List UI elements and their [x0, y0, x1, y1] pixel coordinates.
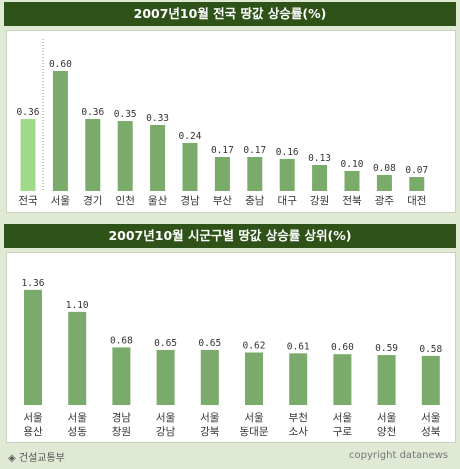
chart2-bar-8: [377, 355, 396, 405]
chart1-bar-3: [117, 121, 133, 191]
chart1-bar-1: [52, 71, 68, 191]
chart1-category-label-7: 충남: [245, 195, 265, 207]
chart1-bar-2: [85, 119, 101, 191]
chart2-category-label-9-1: 성북: [421, 426, 441, 438]
chart1-bar-9: [312, 165, 328, 191]
chart1-category-label-8: 대구: [278, 195, 298, 207]
chart2-category-label-4-1: 강북: [200, 426, 220, 438]
chart1-category-label-5: 경남: [180, 194, 200, 207]
chart1-bar-7: [247, 157, 263, 191]
chart2-category-label-8-1: 양천: [377, 426, 396, 438]
chart2-category-label-3-0: 서울: [156, 412, 176, 424]
chart1-value-label-7: 0.17: [243, 145, 266, 156]
chart2-value-label-6: 0.61: [287, 341, 310, 352]
chart2-category-label-0-0: 서울: [23, 412, 43, 424]
chart2-category-label-7-1: 구로: [333, 426, 353, 438]
chart1-category-label-12: 대전: [407, 195, 426, 207]
chart1-category-label-6: 부산: [213, 195, 233, 207]
chart2-category-label-5-0: 서울: [244, 412, 264, 424]
chart2-bar-3: [156, 349, 175, 405]
chart2-category-label-2-0: 경남: [112, 411, 132, 424]
chart2-bar-5: [245, 352, 263, 405]
chart2-category-label-5-1: 동대문: [240, 426, 269, 438]
chart1-value-label-0: 0.36: [17, 107, 40, 118]
chart2-value-label-8: 0.59: [375, 343, 398, 354]
chart1-value-label-4: 0.33: [146, 113, 169, 124]
chart1-value-label-9: 0.13: [308, 153, 331, 164]
chart1-category-label-2: 경기: [83, 194, 102, 207]
chart1-value-label-5: 0.24: [179, 131, 202, 142]
chart2-bar-4: [200, 349, 219, 405]
chart1-category-label-10: 전북: [342, 195, 362, 207]
chart2-value-label-2: 0.68: [110, 335, 133, 346]
chart1-bar-8: [279, 159, 295, 191]
chart2-category-label-4-0: 서울: [200, 412, 220, 424]
chart1-bar-12: [409, 177, 425, 191]
chart1-panel: 0.36 전국 0.60 서울 0.36 경기 0.35 인천 0.33 울산 0.24 경남 0.17…: [6, 30, 456, 213]
chart2-category-label-7-0: 서울: [333, 412, 353, 424]
chart1-category-label-11: 광주: [375, 195, 395, 207]
chart1-title: 2007년10월 전국 땅값 상승률(%): [4, 2, 456, 26]
source-note: ◈ 건설교통부: [8, 453, 65, 464]
chart1-bar-11: [376, 175, 392, 191]
chart2-category-label-0-1: 용산: [23, 426, 43, 438]
chart2-category-label-1-1: 성동: [68, 426, 88, 438]
chart2-category-label-6-1: 소사: [289, 426, 309, 438]
chart2-category-label-8-0: 서울: [377, 412, 397, 424]
chart2-bar-0: [24, 289, 42, 405]
chart2-value-label-3: 0.65: [154, 338, 177, 349]
chart1-value-label-6: 0.17: [211, 145, 234, 156]
chart2-value-label-9: 0.58: [419, 344, 442, 355]
chart2-value-label-0: 1.36: [22, 278, 45, 289]
chart2-value-label-4: 0.65: [198, 338, 221, 349]
chart1-value-label-1: 0.60: [49, 59, 72, 70]
chart1-category-label-3: 인천: [116, 195, 135, 207]
chart2-value-label-7: 0.60: [331, 342, 354, 353]
chart1-bar-6: [214, 157, 230, 191]
chart2-value-label-5: 0.62: [243, 341, 266, 352]
chart1-bar-4: [150, 125, 166, 191]
chart1-bar-10: [344, 171, 360, 191]
chart2-category-label-1-0: 서울: [68, 412, 88, 424]
chart1-category-label-4: 울산: [148, 195, 168, 207]
chart2-value-label-1: 1.10: [66, 300, 89, 311]
chart2-bar-9: [421, 355, 440, 405]
chart2-bar-2: [112, 347, 131, 405]
chart1-value-label-11: 0.08: [373, 163, 396, 174]
chart1-value-label-3: 0.35: [114, 109, 137, 120]
chart2-bar-6: [289, 353, 308, 405]
chart2-category-label-2-1: 창원: [112, 426, 131, 438]
chart1-value-label-10: 0.10: [341, 159, 364, 170]
chart1-category-label-0: 전국: [18, 195, 38, 207]
chart2-bar-1: [68, 311, 87, 405]
chart1-plot: 0.36 전국 0.60 서울 0.36 경기 0.35 인천 0.33 울산 0.24 경남 0.17…: [17, 39, 428, 207]
chart2-category-label-6-0: 부천: [289, 412, 308, 424]
copyright-note: copyright datanews: [349, 450, 448, 461]
chart2-category-label-9-0: 서울: [421, 412, 441, 424]
chart1-value-label-12: 0.07: [405, 165, 428, 176]
chart1-value-label-8: 0.16: [276, 147, 299, 158]
chart1-category-label-9: 강원: [310, 195, 329, 207]
chart2-category-label-3-1: 강남: [156, 426, 176, 438]
chart1-bar-5: [182, 143, 198, 191]
chart1-value-label-2: 0.36: [81, 107, 104, 118]
chart1-bar-0: [20, 119, 36, 191]
chart2-title: 2007년10월 시군구별 땅값 상승률 상위(%): [4, 224, 456, 248]
chart2-bar-7: [333, 354, 352, 405]
chart1-category-label-1: 서울: [51, 195, 71, 207]
